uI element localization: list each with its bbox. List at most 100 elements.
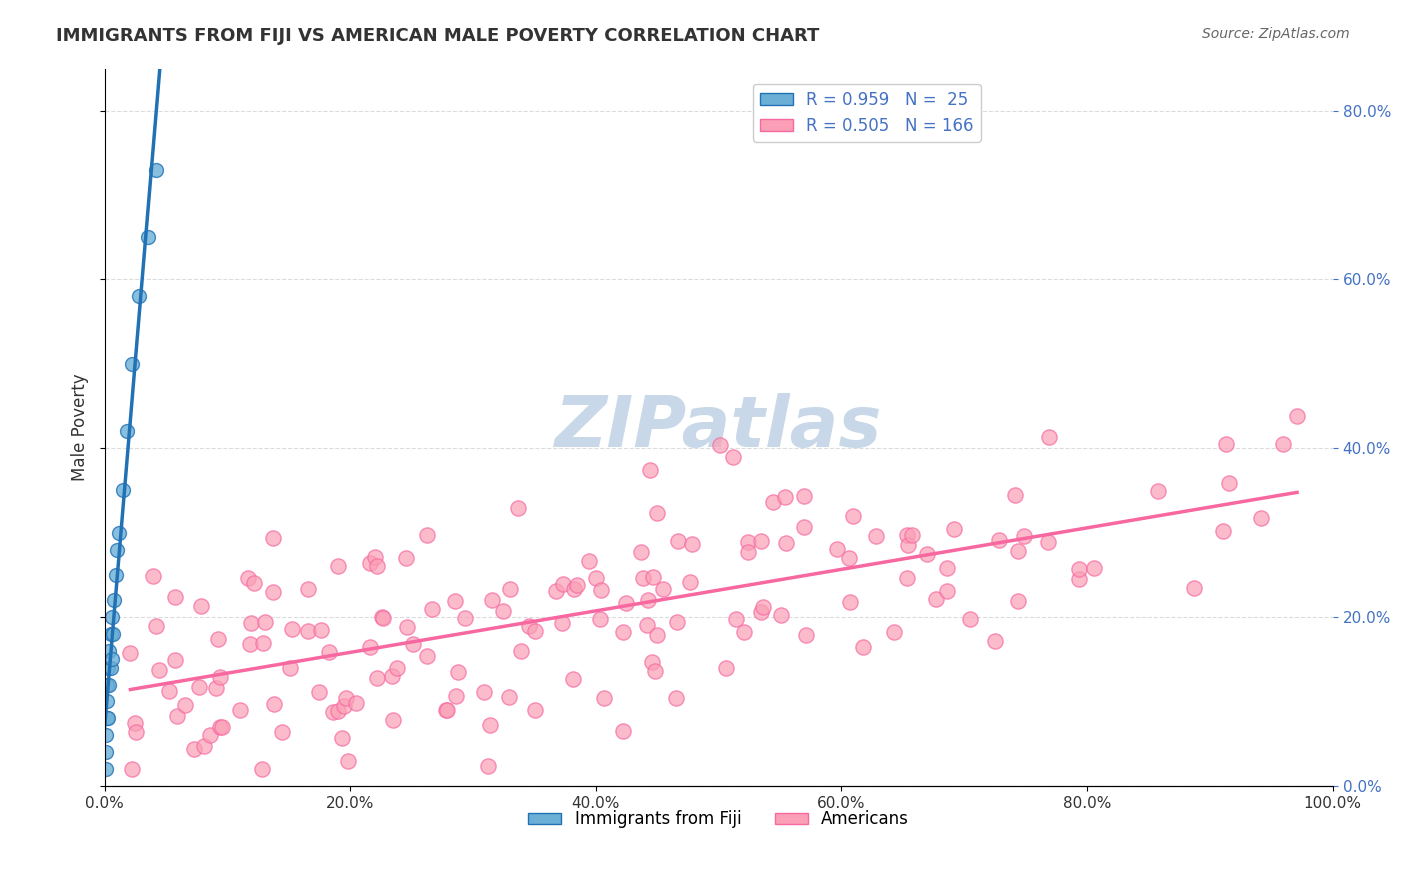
Point: [987, 533, 1010, 547]
Point: [749, 605, 772, 619]
Point: [546, 584, 568, 599]
Point: [637, 592, 659, 607]
Point: [562, 672, 585, 686]
Point: [263, 697, 285, 711]
Point: [371, 611, 394, 625]
Point: [328, 559, 350, 574]
Point: [271, 725, 294, 739]
Point: [145, 162, 167, 177]
Point: [108, 525, 131, 540]
Point: [665, 615, 688, 629]
Point: [551, 577, 574, 591]
Point: [915, 547, 938, 561]
Point: [896, 571, 918, 585]
Point: [665, 690, 688, 705]
Point: [614, 596, 637, 610]
Point: [335, 690, 357, 705]
Point: [416, 648, 439, 663]
Point: [838, 551, 860, 566]
Point: [443, 594, 465, 608]
Point: [896, 528, 918, 542]
Point: [104, 567, 127, 582]
Point: [752, 599, 775, 614]
Point: [387, 661, 409, 675]
Point: [1069, 562, 1091, 576]
Point: [209, 671, 232, 685]
Point: [395, 551, 418, 566]
Point: [364, 550, 387, 565]
Point: [640, 463, 662, 477]
Point: [242, 576, 264, 591]
Point: [318, 645, 340, 659]
Point: [337, 754, 360, 768]
Point: [724, 612, 747, 626]
Point: [100, 660, 122, 674]
Point: [124, 716, 146, 731]
Point: [228, 703, 250, 717]
Point: [897, 537, 920, 551]
Point: [136, 230, 159, 244]
Point: [111, 483, 134, 498]
Point: [647, 628, 669, 642]
Point: [447, 665, 470, 680]
Point: [250, 762, 273, 776]
Point: [128, 289, 150, 303]
Point: [773, 490, 796, 504]
Point: [565, 578, 588, 592]
Point: [733, 625, 755, 640]
Point: [254, 615, 277, 629]
Point: [157, 684, 180, 698]
Point: [420, 601, 443, 615]
Point: [98, 644, 121, 658]
Point: [1012, 529, 1035, 543]
Point: [1250, 511, 1272, 525]
Point: [262, 585, 284, 599]
Point: [925, 591, 948, 606]
Point: [381, 669, 404, 683]
Point: [666, 534, 689, 549]
Point: [900, 528, 922, 542]
Point: [472, 685, 495, 699]
Point: [645, 506, 668, 520]
Point: [509, 643, 531, 657]
Point: [524, 624, 547, 638]
Text: Source: ZipAtlas.com: Source: ZipAtlas.com: [1202, 27, 1350, 41]
Point: [838, 595, 860, 609]
Point: [415, 528, 437, 542]
Point: [252, 636, 274, 650]
Point: [142, 569, 165, 583]
Point: [198, 728, 221, 742]
Point: [100, 627, 122, 641]
Point: [120, 646, 142, 660]
Point: [193, 739, 215, 753]
Point: [240, 615, 263, 630]
Point: [101, 627, 124, 641]
Point: [721, 450, 744, 464]
Point: [402, 637, 425, 651]
Point: [762, 495, 785, 509]
Point: [280, 622, 302, 636]
Point: [344, 696, 367, 710]
Point: [943, 522, 966, 536]
Point: [382, 713, 405, 727]
Point: [477, 759, 499, 773]
Point: [148, 663, 170, 677]
Point: [1007, 594, 1029, 608]
Point: [1218, 476, 1240, 491]
Point: [1271, 437, 1294, 451]
Point: [793, 489, 815, 503]
Point: [644, 664, 666, 678]
Point: [165, 590, 187, 604]
Point: [236, 571, 259, 585]
Point: [103, 593, 125, 607]
Point: [332, 731, 354, 745]
Point: [1004, 487, 1026, 501]
Point: [434, 703, 457, 717]
Point: [326, 705, 349, 719]
Point: [842, 508, 865, 523]
Point: [593, 691, 616, 706]
Point: [984, 634, 1007, 648]
Point: [183, 742, 205, 756]
Point: [737, 545, 759, 559]
Text: ZIPatlas: ZIPatlas: [555, 392, 883, 462]
